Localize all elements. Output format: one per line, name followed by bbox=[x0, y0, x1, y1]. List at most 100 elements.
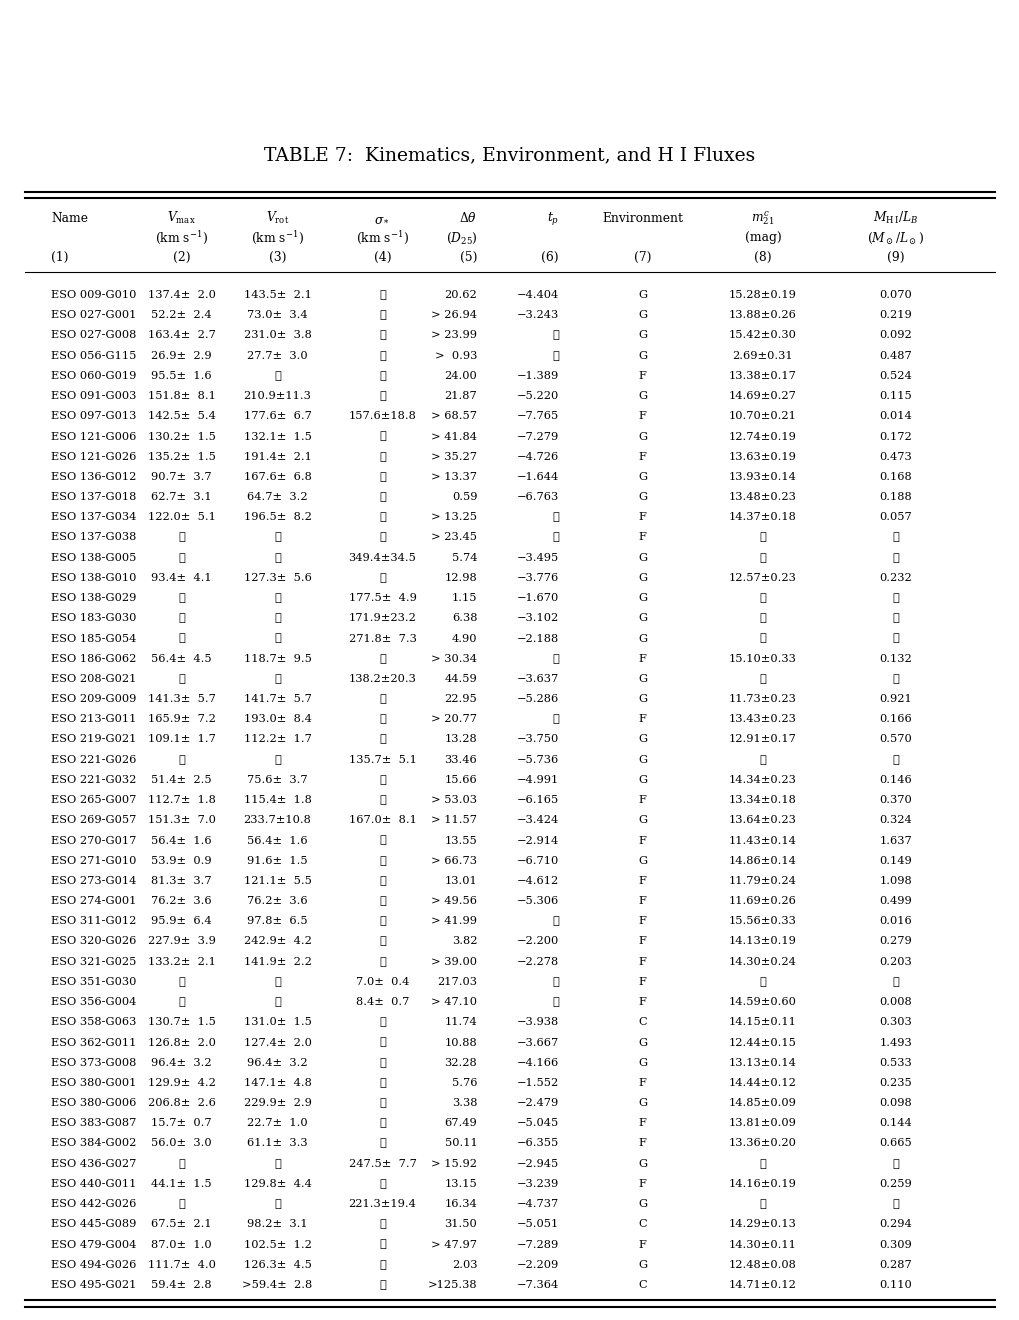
Text: −1.670: −1.670 bbox=[517, 593, 558, 603]
Text: G: G bbox=[638, 816, 646, 825]
Text: ⋯: ⋯ bbox=[178, 614, 184, 623]
Text: 13.36±0.20: 13.36±0.20 bbox=[729, 1138, 796, 1148]
Text: 91.6±  1.5: 91.6± 1.5 bbox=[247, 855, 308, 866]
Text: ⋯: ⋯ bbox=[379, 876, 385, 886]
Text: 177.5±  4.9: 177.5± 4.9 bbox=[348, 593, 416, 603]
Text: > 41.99: > 41.99 bbox=[431, 916, 477, 927]
Text: Name: Name bbox=[51, 211, 88, 224]
Text: ⋯: ⋯ bbox=[551, 330, 558, 341]
Text: ⋯: ⋯ bbox=[379, 1259, 385, 1270]
Text: 27.7±  3.0: 27.7± 3.0 bbox=[247, 351, 308, 360]
Text: ESO 495-G021: ESO 495-G021 bbox=[51, 1280, 137, 1290]
Text: > 23.45: > 23.45 bbox=[431, 532, 477, 543]
Text: ⋯: ⋯ bbox=[379, 1057, 385, 1068]
Text: G: G bbox=[638, 1057, 646, 1068]
Text: 171.9±23.2: 171.9±23.2 bbox=[348, 614, 416, 623]
Text: ⋯: ⋯ bbox=[759, 593, 765, 603]
Text: 167.0±  8.1: 167.0± 8.1 bbox=[348, 816, 416, 825]
Text: F: F bbox=[638, 714, 646, 725]
Text: ⋯: ⋯ bbox=[379, 916, 385, 927]
Text: > 39.00: > 39.00 bbox=[431, 957, 477, 966]
Text: ESO 138-G029: ESO 138-G029 bbox=[51, 593, 137, 603]
Text: 0.473: 0.473 bbox=[878, 451, 911, 462]
Text: −2.188: −2.188 bbox=[517, 634, 558, 644]
Text: 50.11: 50.11 bbox=[444, 1138, 477, 1148]
Text: 0.287: 0.287 bbox=[878, 1259, 911, 1270]
Text: > 68.57: > 68.57 bbox=[431, 412, 477, 421]
Text: ⋯: ⋯ bbox=[892, 593, 898, 603]
Text: (8): (8) bbox=[753, 251, 771, 264]
Text: G: G bbox=[638, 290, 646, 300]
Text: ESO 356-G004: ESO 356-G004 bbox=[51, 997, 137, 1007]
Text: F: F bbox=[638, 936, 646, 946]
Text: F: F bbox=[638, 653, 646, 664]
Text: > 13.25: > 13.25 bbox=[431, 512, 477, 523]
Text: (9): (9) bbox=[886, 251, 904, 264]
Text: ESO 121-G026: ESO 121-G026 bbox=[51, 451, 137, 462]
Text: 1.098: 1.098 bbox=[878, 876, 911, 886]
Text: G: G bbox=[638, 471, 646, 482]
Text: (6): (6) bbox=[541, 251, 558, 264]
Text: −4.404: −4.404 bbox=[517, 290, 558, 300]
Text: ESO 320-G026: ESO 320-G026 bbox=[51, 936, 137, 946]
Text: 31.50: 31.50 bbox=[444, 1220, 477, 1229]
Text: ⋯: ⋯ bbox=[178, 532, 184, 543]
Text: 0.370: 0.370 bbox=[878, 795, 911, 805]
Text: ⋯: ⋯ bbox=[178, 977, 184, 987]
Text: ⋯: ⋯ bbox=[892, 1159, 898, 1168]
Text: G: G bbox=[638, 330, 646, 341]
Text: 11.73±0.23: 11.73±0.23 bbox=[729, 694, 796, 704]
Text: $(M_\odot/L_\odot)$: $(M_\odot/L_\odot)$ bbox=[866, 231, 923, 246]
Text: ⋯: ⋯ bbox=[274, 593, 280, 603]
Text: 96.4±  3.2: 96.4± 3.2 bbox=[247, 1057, 308, 1068]
Text: 0.166: 0.166 bbox=[878, 714, 911, 725]
Text: 0.172: 0.172 bbox=[878, 432, 911, 441]
Text: 126.3±  4.5: 126.3± 4.5 bbox=[244, 1259, 311, 1270]
Text: G: G bbox=[638, 675, 646, 684]
Text: −4.166: −4.166 bbox=[517, 1057, 558, 1068]
Text: −7.289: −7.289 bbox=[517, 1239, 558, 1250]
Text: 59.4±  2.8: 59.4± 2.8 bbox=[151, 1280, 212, 1290]
Text: ⋯: ⋯ bbox=[379, 694, 385, 704]
Text: −6.710: −6.710 bbox=[517, 855, 558, 866]
Text: 96.4±  3.2: 96.4± 3.2 bbox=[151, 1057, 212, 1068]
Text: ⋯: ⋯ bbox=[274, 977, 280, 987]
Text: F: F bbox=[638, 836, 646, 846]
Text: 32.28: 32.28 bbox=[444, 1057, 477, 1068]
Text: > 35.27: > 35.27 bbox=[431, 451, 477, 462]
Text: 75.6±  3.7: 75.6± 3.7 bbox=[247, 775, 308, 785]
Text: (km s$^{-1}$): (km s$^{-1}$) bbox=[251, 230, 304, 247]
Text: 14.15±0.11: 14.15±0.11 bbox=[729, 1018, 796, 1027]
Text: F: F bbox=[638, 997, 646, 1007]
Text: ⋯: ⋯ bbox=[379, 957, 385, 966]
Text: 56.0±  3.0: 56.0± 3.0 bbox=[151, 1138, 212, 1148]
Text: −4.991: −4.991 bbox=[517, 775, 558, 785]
Text: F: F bbox=[638, 1179, 646, 1189]
Text: 138.2±20.3: 138.2±20.3 bbox=[348, 675, 416, 684]
Text: $\sigma_*$: $\sigma_*$ bbox=[374, 211, 390, 224]
Text: −1.644: −1.644 bbox=[517, 471, 558, 482]
Text: (1): (1) bbox=[51, 251, 68, 264]
Text: 0.070: 0.070 bbox=[878, 290, 911, 300]
Text: ⋯: ⋯ bbox=[759, 675, 765, 684]
Text: −3.495: −3.495 bbox=[517, 553, 558, 562]
Text: 0.324: 0.324 bbox=[878, 816, 911, 825]
Text: 0.499: 0.499 bbox=[878, 896, 911, 906]
Text: ⋯: ⋯ bbox=[379, 1179, 385, 1189]
Text: 12.91±0.17: 12.91±0.17 bbox=[729, 734, 796, 744]
Text: 0.203: 0.203 bbox=[878, 957, 911, 966]
Text: 97.8±  6.5: 97.8± 6.5 bbox=[247, 916, 308, 927]
Text: 111.7±  4.0: 111.7± 4.0 bbox=[148, 1259, 215, 1270]
Text: G: G bbox=[638, 593, 646, 603]
Text: −3.667: −3.667 bbox=[517, 1038, 558, 1048]
Text: (km s$^{-1}$): (km s$^{-1}$) bbox=[356, 230, 409, 247]
Text: ⋯: ⋯ bbox=[274, 755, 280, 764]
Text: F: F bbox=[638, 1138, 646, 1148]
Text: 0.098: 0.098 bbox=[878, 1098, 911, 1107]
Text: $V_{\mathrm{rot}}$: $V_{\mathrm{rot}}$ bbox=[266, 210, 288, 226]
Text: 12.44±0.15: 12.44±0.15 bbox=[729, 1038, 796, 1048]
Text: −2.278: −2.278 bbox=[517, 957, 558, 966]
Text: 13.34±0.18: 13.34±0.18 bbox=[729, 795, 796, 805]
Text: $(D_{25})$: $(D_{25})$ bbox=[445, 231, 477, 246]
Text: −2.479: −2.479 bbox=[517, 1098, 558, 1107]
